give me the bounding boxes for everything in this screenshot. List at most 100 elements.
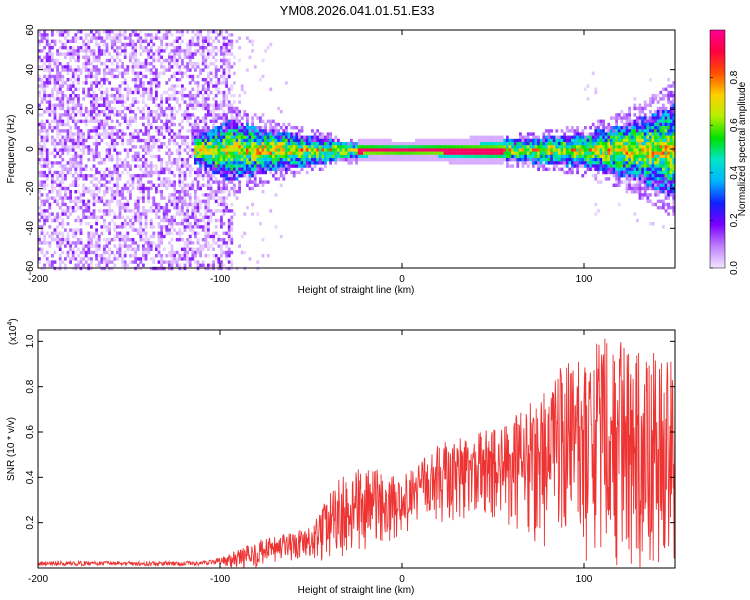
spectrogram-cell	[316, 142, 319, 146]
spectrogram-cell	[558, 154, 561, 159]
spectrogram-cell	[87, 71, 91, 75]
spectrogram-cell	[311, 145, 314, 149]
spectrogram-cell	[204, 174, 208, 178]
spectrogram-cell	[77, 238, 80, 242]
spectrogram-cell	[129, 33, 132, 37]
spectrogram-cell	[253, 167, 257, 171]
spectrogram-cell	[188, 238, 192, 242]
spectrogram-cell	[131, 260, 135, 264]
spectrogram-cell	[100, 132, 104, 136]
spectrogram-cell	[162, 71, 166, 75]
spectrogram-cell	[610, 135, 613, 139]
spectrogram-cell	[529, 148, 533, 152]
spectrogram-cell	[607, 164, 611, 168]
spectrogram-cell	[227, 142, 231, 146]
spectrogram-cell	[45, 250, 49, 255]
spectrogram-cell	[339, 145, 343, 149]
spectrogram-cell	[118, 122, 122, 127]
spectrogram-cell	[108, 167, 111, 171]
spectrogram-cell	[604, 167, 608, 171]
spectrogram-cell	[183, 183, 187, 187]
spectrogram-cell	[451, 148, 455, 152]
spectrogram-cell	[506, 164, 509, 168]
spectrogram-cell	[129, 138, 132, 143]
spectrogram-cell	[212, 170, 215, 175]
spectrogram-cell	[220, 116, 223, 120]
spectrogram-cell	[571, 161, 574, 165]
spectrogram-cell	[155, 142, 158, 146]
spectrogram-cell	[87, 222, 91, 226]
spectrogram-cell	[612, 126, 616, 130]
spectrogram-cell	[204, 215, 208, 219]
spectrogram-cell	[147, 196, 150, 200]
spectrogram-cell	[220, 161, 223, 165]
spectrogram-cell	[74, 241, 78, 245]
spectrogram-cell	[144, 33, 148, 37]
spectrogram-cell	[48, 110, 52, 114]
spectrogram-cell	[56, 174, 59, 178]
spectrogram-cell	[103, 81, 106, 85]
spectrogram-cell	[597, 151, 600, 155]
spectrogram-cell	[188, 154, 192, 159]
spectrogram-cell	[246, 145, 249, 149]
spectrogram-cell	[116, 154, 119, 159]
spectrogram-cell	[56, 170, 59, 175]
spectrogram-cell	[571, 129, 574, 133]
spectrogram-cell	[487, 145, 491, 149]
spectrogram-cell	[555, 145, 559, 149]
spectrogram-cell	[118, 87, 122, 91]
spectrogram-cell	[105, 148, 109, 152]
spectrogram-cell	[142, 62, 145, 66]
spectrogram-cell	[69, 87, 72, 91]
spectrogram-cell	[503, 142, 507, 146]
spectrogram-cell	[337, 154, 340, 159]
spectrogram-cell	[214, 30, 218, 34]
spectrogram-cell	[571, 154, 574, 159]
spectrogram-cell	[48, 126, 52, 130]
spectrogram-cell	[214, 145, 218, 149]
spectrogram-cell	[378, 154, 382, 159]
spectrogram-cell	[66, 215, 70, 219]
spectrogram-cell	[170, 180, 174, 184]
spectrogram-cell	[196, 225, 200, 229]
spectrogram-cell	[142, 148, 145, 152]
spectrogram-cell	[355, 161, 358, 165]
spectrogram-cell	[38, 206, 41, 210]
spectrogram-cell	[45, 132, 49, 136]
spectrogram-cell	[612, 161, 616, 165]
spectrogram-cell	[43, 138, 46, 143]
spectrogram-cell	[209, 151, 213, 155]
spectrogram-cell	[170, 42, 174, 47]
spectrogram-cell	[87, 199, 91, 203]
spectrogram-cell	[61, 52, 65, 56]
spectrogram-cell	[498, 158, 501, 162]
spectrogram-cell	[389, 138, 392, 143]
spectrogram-cell	[448, 142, 452, 146]
spectrogram-cell	[191, 212, 195, 216]
spectrogram-cell	[612, 135, 616, 139]
spectrogram-cell	[511, 138, 514, 143]
spectrogram-cell	[149, 68, 153, 72]
spectrogram-cell	[108, 238, 111, 242]
spectrogram-cell	[586, 148, 590, 152]
spectrogram-cell	[155, 68, 158, 72]
spectrogram-cell	[152, 199, 156, 203]
spectrogram-cell	[53, 65, 57, 69]
spectrogram-cell	[64, 212, 67, 216]
spectrogram-cell	[383, 145, 387, 149]
spectrogram-cell	[508, 148, 512, 152]
spectrogram-cell	[121, 263, 124, 267]
spectrogram-cell	[191, 126, 195, 130]
spectrogram-cell	[82, 263, 85, 267]
spectrogram-cell	[51, 52, 54, 56]
spectrogram-cell	[58, 193, 62, 197]
spectrogram-cell	[139, 30, 143, 34]
spectrogram-cell	[563, 135, 566, 139]
spectrogram-cell	[272, 148, 275, 152]
spectrogram-cell	[155, 190, 158, 194]
spectrogram-cell	[191, 65, 195, 69]
spectrogram-cell	[66, 250, 70, 255]
spectrogram-cell	[337, 158, 340, 162]
spectrogram-cell	[508, 158, 512, 162]
spectrogram-cell	[513, 151, 517, 155]
